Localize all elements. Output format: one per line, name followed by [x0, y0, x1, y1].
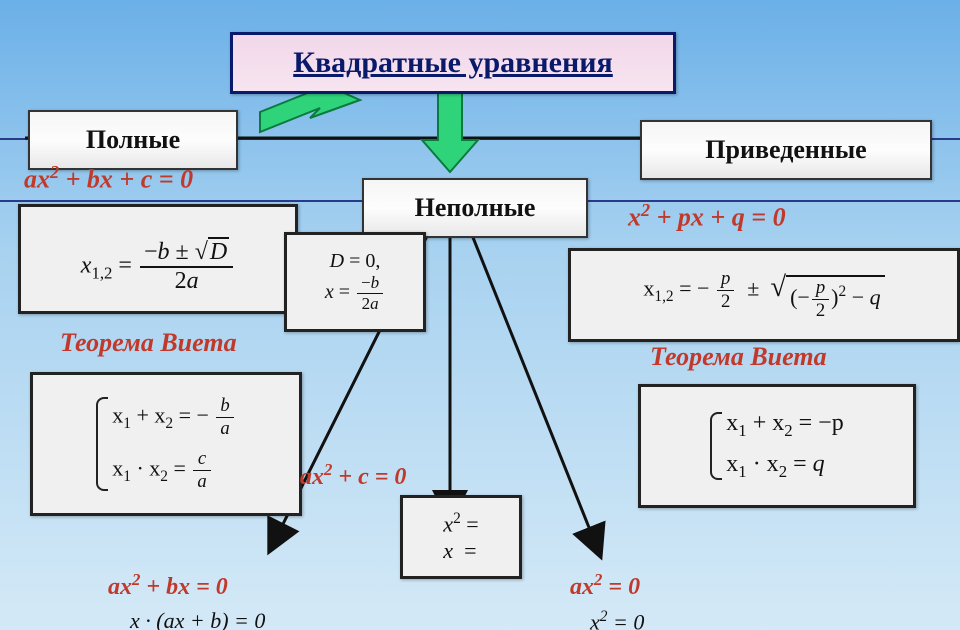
label-reduced: Приведенные — [640, 120, 932, 180]
formula-x12-reduced: x1,2 = − p2 ± √ (−p2)2 − q — [568, 248, 960, 342]
formula-factor: x · (ax + b) = 0 — [130, 608, 265, 630]
label-full: Полные — [28, 110, 238, 170]
formula-axbx: ax2 + bx = 0 — [108, 570, 228, 601]
title-text: Квадратные уравнения — [293, 46, 613, 80]
theorem-right: Теорема Виета — [650, 342, 827, 372]
label-reduced-text: Приведенные — [705, 135, 866, 165]
theorem-left: Теорема Виета — [60, 328, 237, 358]
label-incomplete-text: Неполные — [415, 193, 536, 223]
formula-ax2: ax2 = 0 — [570, 570, 640, 601]
formula-x12-box: x1,2 = −b ± √D 2a — [18, 204, 298, 314]
vieta-right-sum: x1 + x2 = −p — [726, 410, 843, 441]
formula-sq0: x2 = 0 — [590, 608, 644, 630]
green-arrow-down — [422, 92, 478, 172]
label-full-text: Полные — [86, 125, 180, 155]
formula-d0-box: D = 0, x = −b2a — [284, 232, 426, 332]
vieta-right-box: x1 + x2 = −p x1 · x2 = q — [638, 384, 916, 508]
vieta-right-prod: x1 · x2 = q — [726, 451, 843, 482]
formula-reduced-std: x2 + px + q = 0 — [628, 200, 786, 233]
title-box: Квадратные уравнения — [230, 32, 676, 94]
formula-full-std: ax2 + bx + c = 0 — [24, 162, 193, 195]
formula-x2-box: x2 = x = — [400, 495, 522, 579]
formula-axc: ax2 + c = 0 — [300, 460, 406, 491]
label-incomplete: Неполные — [362, 178, 588, 238]
vieta-left-box: x1 + x2 = − ba x1 · x2 = ca — [30, 372, 302, 516]
